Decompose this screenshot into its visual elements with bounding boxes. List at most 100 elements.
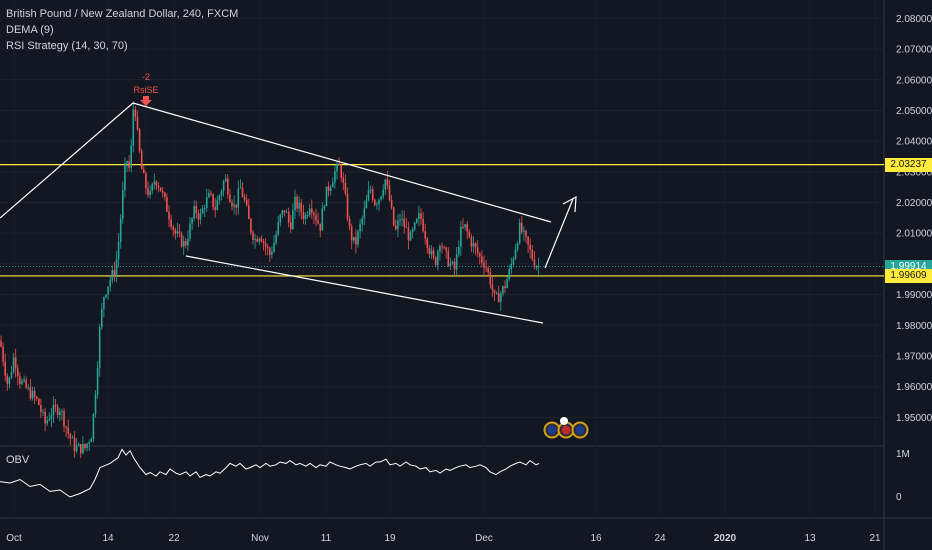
candle-body	[374, 199, 376, 206]
time-tick-label: 2020	[714, 533, 737, 544]
candle-body	[521, 222, 523, 232]
trend-drawings[interactable]	[0, 102, 577, 324]
channel-upper-line	[132, 102, 552, 223]
candle-body	[23, 379, 25, 381]
arrow-up-icon	[562, 195, 577, 213]
candle-body	[103, 297, 105, 309]
candle-body	[361, 218, 363, 225]
candle-body	[323, 206, 326, 209]
candle-body	[409, 232, 412, 241]
candle-body	[271, 251, 273, 255]
candle-body	[428, 247, 431, 255]
candle-body	[306, 214, 309, 216]
candle-body	[105, 294, 107, 298]
candle-body	[182, 241, 185, 247]
candle-body	[117, 242, 120, 260]
candle-body	[292, 210, 294, 230]
candle-body	[350, 226, 353, 241]
candle-body	[216, 200, 219, 210]
obv-series-line	[0, 448, 540, 498]
candle-body	[416, 219, 418, 223]
candle-body	[512, 258, 515, 264]
candle-body	[334, 171, 336, 183]
indicator-rsi-strategy[interactable]: RSI Strategy (14, 30, 70)	[6, 40, 128, 52]
candle-body	[237, 188, 240, 208]
candle-body	[313, 213, 315, 216]
candle-body	[132, 109, 135, 146]
chart-legend: British Pound / New Zealand Dollar, 240,…	[6, 6, 238, 54]
candle-body	[332, 182, 334, 188]
time-axis[interactable]: Oct 14 22 Nov 11 19 Dec 16 24 2020 13 21	[6, 533, 881, 544]
price-tick-label: 1.96000	[896, 382, 932, 393]
candle-body	[497, 292, 500, 303]
candle-body	[294, 196, 296, 211]
candle-body	[124, 163, 126, 190]
indicator-dema[interactable]: DEMA (9)	[6, 24, 54, 36]
price-tick-label: 1.95000	[896, 413, 932, 424]
candle-body	[14, 357, 17, 369]
candle-body	[468, 231, 471, 237]
candle-body	[258, 238, 261, 242]
candle-body	[77, 444, 80, 447]
candle-body	[290, 222, 292, 230]
candle-body	[487, 268, 489, 273]
candle-body	[227, 178, 229, 195]
candle-body	[525, 230, 527, 237]
candle-body	[46, 420, 48, 424]
candle-body	[395, 225, 397, 230]
candle-body	[199, 213, 202, 220]
projection-arrow-line	[544, 198, 574, 269]
candle-body	[191, 218, 193, 224]
candle-body	[319, 223, 321, 231]
candle-body	[420, 213, 422, 219]
candle-body	[10, 372, 13, 378]
candle-body	[128, 161, 130, 168]
candle-body	[82, 444, 84, 454]
obv-label[interactable]: OBV	[6, 454, 30, 466]
candle-body	[229, 194, 231, 203]
time-tick-label: 24	[654, 533, 666, 544]
candle-body	[523, 230, 525, 232]
candle-body	[308, 208, 311, 215]
candle-body	[69, 433, 72, 439]
candle-body	[44, 411, 46, 424]
event-flag-fill	[575, 425, 585, 435]
candle-body	[134, 109, 137, 117]
candle-body	[279, 214, 282, 223]
economic-events[interactable]	[543, 417, 589, 439]
price-axis[interactable]: 1.950001.960001.970001.980001.990002.000…	[896, 14, 932, 503]
candle-body	[153, 181, 156, 185]
candle-body	[399, 219, 401, 221]
candle-body	[388, 185, 391, 201]
candle-body	[518, 222, 521, 244]
channel-lower-line	[185, 255, 544, 324]
time-tick-label: Oct	[6, 533, 22, 544]
candle-body	[355, 237, 357, 245]
candle-body	[159, 187, 162, 192]
candle-body	[424, 231, 426, 239]
event-flag-fill	[561, 425, 571, 435]
candle-body	[470, 236, 473, 247]
candle-body	[61, 411, 63, 413]
candle-body	[0, 340, 2, 347]
symbol-title[interactable]: British Pound / New Zealand Dollar, 240,…	[6, 8, 239, 20]
candle-body	[285, 211, 288, 213]
candle-body	[94, 394, 97, 415]
candle-body	[189, 223, 191, 240]
candle-body	[390, 200, 393, 208]
candle-body	[166, 197, 168, 212]
candle-body	[510, 263, 513, 270]
candle-body	[252, 232, 254, 240]
price-tick-label: 2.02000	[896, 198, 932, 209]
candle-body	[176, 231, 179, 234]
candle-body	[90, 438, 93, 443]
obv-line	[0, 448, 540, 498]
candle-body	[67, 427, 69, 434]
candle-body	[145, 173, 147, 189]
candle-body	[359, 224, 361, 232]
candle-body	[168, 211, 170, 220]
strategy-signal: -2 RsiSE	[133, 72, 159, 106]
candle-body	[140, 151, 143, 170]
candle-body	[243, 197, 246, 200]
